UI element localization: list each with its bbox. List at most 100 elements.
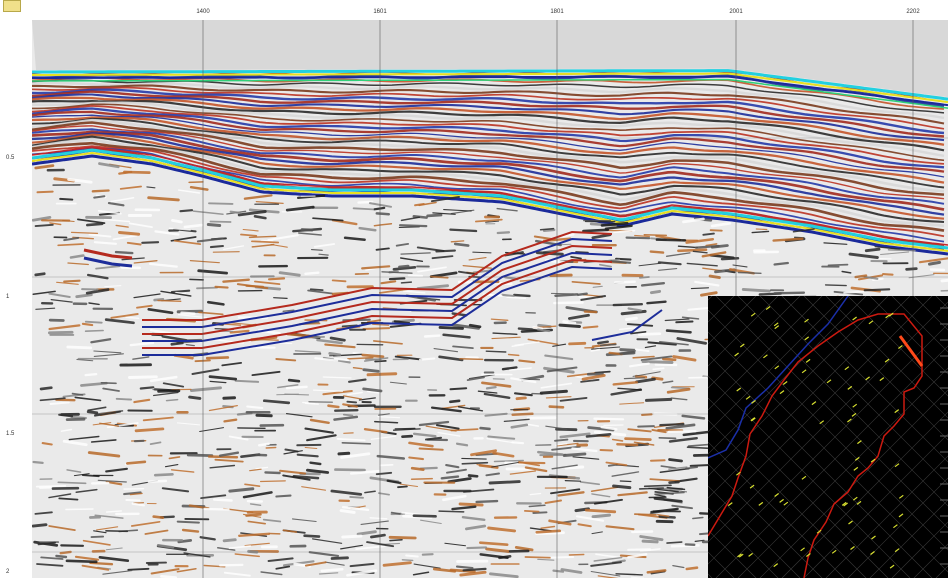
seismic-wiggle <box>580 294 607 301</box>
seismic-wiggle <box>451 323 480 330</box>
seismic-wiggle <box>395 242 410 247</box>
seismic-wiggle <box>582 228 610 233</box>
seismic-wiggle <box>87 273 109 280</box>
survey-line-marker <box>801 475 807 480</box>
seismic-wiggle <box>376 454 406 460</box>
seismic-wiggle <box>882 273 894 276</box>
seismic-wiggle <box>48 292 71 298</box>
seismic-wiggle <box>416 284 450 290</box>
survey-line-marker <box>737 553 742 558</box>
seismic-wiggle <box>287 378 301 383</box>
seismic-wiggle <box>337 451 351 456</box>
seismic-wiggle <box>56 281 79 285</box>
survey-line-marker <box>852 316 857 321</box>
unconformity-horizon <box>32 148 948 250</box>
seismic-wiggle <box>282 529 298 533</box>
seismic-wiggle <box>228 487 255 493</box>
seismic-wiggle <box>453 242 470 247</box>
seismic-wiggle <box>485 472 500 477</box>
seismic-wiggle <box>176 422 200 426</box>
seismic-wiggle <box>316 338 343 345</box>
seismic-wiggle <box>74 555 100 561</box>
seismic-wiggle <box>692 250 708 254</box>
seismic-wiggle <box>685 237 715 244</box>
seismic-wiggle <box>320 567 344 573</box>
seismic-wiggle <box>358 226 377 232</box>
seismic-wiggle <box>496 207 518 212</box>
seismic-wiggle <box>652 367 665 371</box>
seismic-wiggle <box>430 195 460 203</box>
seismic-wiggle <box>591 346 621 350</box>
seismic-wiggle <box>649 289 662 295</box>
seismic-wiggle <box>115 397 133 401</box>
seismic-wiggle <box>105 529 129 533</box>
seismic-wiggle <box>99 422 120 427</box>
seismic-wiggle <box>32 460 44 465</box>
reflector-line <box>32 90 945 138</box>
seismic-wiggle <box>612 303 643 307</box>
basemap-inset[interactable] <box>708 296 948 578</box>
seismic-wiggle <box>370 533 386 539</box>
seismic-wiggle <box>304 447 318 449</box>
seismic-wiggle <box>513 293 531 298</box>
seismic-wiggle <box>627 307 643 312</box>
basemap-grid <box>708 296 845 433</box>
water-column <box>32 20 948 98</box>
survey-line-marker <box>851 412 857 417</box>
basemap-grid <box>708 529 757 578</box>
seismic-wiggle <box>340 544 363 550</box>
survey-line-marker <box>774 365 780 370</box>
seismic-wiggle <box>662 380 674 384</box>
reflector-line <box>32 121 945 196</box>
seismic-wiggle <box>905 267 918 271</box>
seismic-wiggle <box>544 499 562 504</box>
seismic-wiggle <box>358 397 376 401</box>
seismic-wiggle <box>423 334 441 338</box>
seismic-wiggle <box>450 240 465 243</box>
seismic-wiggle <box>490 318 509 321</box>
seismic-wiggle <box>584 508 617 514</box>
seismic-wiggle <box>435 249 456 253</box>
seismic-wiggle <box>641 413 653 416</box>
seismic-wiggle <box>296 453 319 458</box>
reflector-line <box>32 88 945 135</box>
seismic-wiggle <box>90 439 117 443</box>
seismic-wiggle <box>294 350 321 353</box>
seismic-wiggle <box>792 228 815 233</box>
seismic-wiggle <box>548 405 565 409</box>
seismic-wiggle <box>97 209 122 215</box>
survey-line-marker <box>868 320 874 325</box>
seismic-wiggle <box>641 360 674 364</box>
seismic-wiggle <box>527 423 540 427</box>
seismic-wiggle <box>209 380 227 384</box>
seismic-wiggle <box>641 539 659 544</box>
seismic-wiggle <box>65 508 94 511</box>
seismic-wiggle <box>446 468 467 474</box>
selected-section-line[interactable] <box>898 335 924 367</box>
seismic-wiggle <box>275 494 292 498</box>
seismic-wiggle <box>455 442 469 447</box>
basemap-grid <box>847 296 948 397</box>
seismic-wiggle <box>614 280 636 284</box>
seismic-wiggle <box>273 297 288 299</box>
seismic-wiggle <box>575 515 605 522</box>
seismic-wiggle <box>366 390 381 394</box>
seismic-wiggle <box>283 450 303 455</box>
x-tick: 1400 <box>196 9 210 15</box>
seismic-wiggle <box>667 430 697 433</box>
seismic-wiggle <box>637 425 655 428</box>
seismic-wiggle <box>60 428 73 432</box>
seismic-wiggle <box>560 232 575 238</box>
seismic-wiggle <box>451 312 468 317</box>
seismic-wiggle <box>249 468 262 472</box>
seismic-wiggle <box>254 280 281 285</box>
seismic-wiggle <box>311 249 323 251</box>
seismic-wiggle <box>431 255 454 260</box>
seismic-wiggle <box>634 234 651 238</box>
seismic-wiggle <box>346 400 358 404</box>
seismic-wiggle <box>279 469 307 475</box>
seismic-wiggle <box>623 377 646 380</box>
layer-icon[interactable] <box>3 0 21 12</box>
seismic-wiggle <box>643 233 668 237</box>
seismic-wiggle <box>492 451 515 458</box>
